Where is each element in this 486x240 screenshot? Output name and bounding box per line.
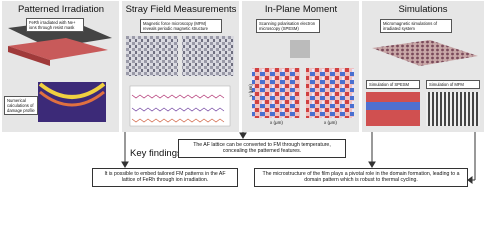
axis-label: x (μm) bbox=[270, 120, 283, 125]
finding-box: It is possible to embed tailored FM patt… bbox=[92, 168, 238, 187]
panel-title: Simulations bbox=[398, 4, 448, 15]
sim-spesm-band bbox=[366, 102, 420, 110]
profile-line bbox=[131, 118, 225, 123]
panel-title: In-Plane Moment bbox=[264, 4, 338, 15]
profile-line bbox=[131, 94, 225, 99]
note: Scanning polarisation electron microscop… bbox=[256, 19, 320, 33]
finding-box: The AF lattice can be converted to FM th… bbox=[178, 139, 346, 158]
profile-line bbox=[131, 107, 225, 112]
note: Micromagnetic simulations of irradiated … bbox=[380, 19, 452, 33]
note: FeRh irradiated with Ne+ ions through re… bbox=[26, 18, 84, 32]
mfm-image bbox=[182, 36, 234, 76]
sim-mfm bbox=[426, 92, 480, 126]
key-findings-title: Key findings bbox=[130, 148, 182, 159]
note: Simulation of SPESM bbox=[366, 80, 420, 89]
finding-box: The microstructure of the film plays a p… bbox=[254, 168, 468, 187]
panel-title: Stray Field Measurements bbox=[125, 4, 237, 15]
note: Simulation of MFM bbox=[426, 80, 480, 89]
damage-contour bbox=[39, 90, 105, 107]
sample-layer bbox=[8, 38, 108, 60]
panel-title: Patterned Irradiation bbox=[17, 4, 105, 15]
simulated-lattice bbox=[372, 40, 478, 66]
microscope bbox=[290, 40, 310, 58]
line-profile bbox=[129, 85, 231, 127]
damage-contour bbox=[38, 82, 106, 99]
graphical-abstract: Patterned Irradiation Stray Field Measur… bbox=[2, 1, 484, 187]
arrows bbox=[121, 132, 476, 184]
axis-label: y (μm) bbox=[247, 84, 253, 97]
sample-side bbox=[8, 46, 50, 66]
spesm-image bbox=[252, 68, 300, 118]
axis-label: x (μm) bbox=[324, 120, 337, 125]
spesm-image bbox=[306, 68, 354, 118]
note: Magnetic force microscopy (MFM) reveals … bbox=[140, 19, 222, 33]
mfm-image bbox=[126, 36, 178, 76]
note: Numerical calculations of damage profile bbox=[4, 96, 38, 115]
